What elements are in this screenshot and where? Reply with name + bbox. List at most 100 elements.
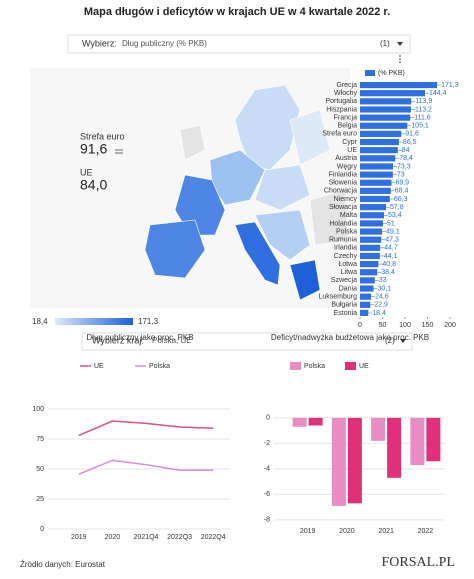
region [309, 189, 349, 246]
category-label: Węgry [337, 163, 358, 170]
category-label: Portugalia [325, 98, 357, 105]
dropdown-arrow[interactable] [400, 339, 406, 343]
bar [360, 130, 402, 137]
bar [360, 106, 411, 113]
value-label: 51 [387, 220, 395, 227]
value-label: 73,3 [397, 163, 411, 170]
bar [371, 417, 386, 441]
region [179, 124, 206, 161]
line [78, 420, 214, 437]
category-label: Belgia [338, 123, 358, 130]
category-label: Cypr [342, 139, 357, 146]
x-tick-label: 2022Q3 [167, 534, 192, 541]
equal-icon [115, 149, 123, 154]
category-label: Łotwa [338, 261, 357, 268]
value-label: 144,4 [429, 90, 447, 97]
y-tick-label: 0 [40, 526, 44, 533]
legend-label: Polska [149, 363, 170, 370]
bar [360, 228, 383, 235]
more-icon[interactable] [399, 55, 401, 63]
region [234, 221, 281, 286]
category-label: Francja [334, 114, 357, 121]
value-label: 66,3 [394, 196, 408, 203]
category-label: Estonia [334, 310, 357, 317]
y-tick-label: 100 [32, 406, 44, 413]
value-label: 57,8 [390, 204, 404, 211]
value-label: 84 [402, 147, 410, 154]
region [144, 219, 206, 279]
stat-label: UE [80, 167, 93, 177]
x-tick-label: 50 [379, 322, 387, 329]
map [30, 68, 350, 308]
selector-value: Dług publiczny (% PKB) [122, 39, 207, 48]
category-label: Holandia [329, 220, 357, 227]
bar [360, 195, 390, 203]
value-label: 111,6 [414, 114, 431, 121]
selector2[interactable]: Wybierz kraj: Polska, UE (2) [81, 332, 413, 351]
x-tick-label: 200 [444, 322, 456, 329]
dropdown-box[interactable] [67, 34, 411, 54]
legend-label: UE [94, 363, 104, 370]
region [289, 109, 331, 166]
value-label: 68,4 [395, 188, 409, 195]
x-tick-label: 2020 [105, 534, 121, 541]
bar [331, 417, 346, 506]
value-label: 91,6 [405, 131, 419, 138]
y-tick-label: 75 [36, 436, 44, 443]
value-label: 44,1 [384, 253, 398, 260]
bar [360, 163, 393, 170]
bar [360, 155, 396, 162]
bar [360, 98, 412, 105]
selector[interactable]: Wybierz: Dług publiczny (% PKB) (1) [67, 34, 411, 54]
stat-value: 91,6 [80, 141, 107, 157]
title: Mapa długów i deficytów w krajach UE w 4… [84, 6, 390, 18]
source: Źródło danych: Eurostat [20, 560, 106, 569]
bar [360, 220, 383, 227]
bar [360, 204, 387, 211]
dropdown-box[interactable] [81, 332, 413, 351]
category-label: Litwa [341, 269, 357, 276]
bar [360, 122, 408, 129]
value-label: 18,4 [372, 310, 386, 317]
y-tick-label: -2 [264, 440, 270, 447]
category-label: Austria [335, 155, 357, 162]
bar [360, 81, 438, 89]
region [254, 164, 311, 211]
value-label: 30,1 [378, 285, 392, 292]
map-legend-gradient [55, 318, 133, 325]
category-label: Słowenia [329, 180, 358, 187]
category-label: UE [347, 147, 357, 154]
value-label: 113,2 [415, 106, 432, 113]
map-legend-max: 171,3 [138, 317, 159, 326]
bar [360, 252, 380, 260]
selector-label: Wybierz kraj: [92, 335, 144, 345]
bar [360, 187, 391, 194]
value-label: 40,8 [382, 261, 396, 268]
value-label: 24,6 [375, 293, 389, 300]
stat-label: Strefa euro [80, 131, 125, 141]
category-label: Czechy [334, 253, 358, 260]
bar [426, 417, 441, 462]
dropdown-arrow[interactable] [397, 42, 403, 46]
x-tick-label: 2021Q4 [134, 534, 159, 541]
bar [360, 179, 392, 186]
y-tick-label: 0 [266, 415, 270, 422]
value-label: 113,9 [415, 98, 432, 105]
bar [360, 138, 399, 146]
bar [360, 261, 379, 268]
bar [360, 236, 382, 243]
category-label: Dania [339, 285, 357, 292]
x-tick-label: 2022 [418, 528, 434, 535]
value-label: 171,3 [441, 82, 459, 89]
bar [360, 293, 372, 300]
bar [360, 244, 381, 251]
value-label: 49,1 [386, 228, 400, 235]
value-label: 53,4 [388, 212, 402, 219]
bar [410, 417, 425, 466]
legend-swatch [290, 362, 301, 370]
category-label: Bułgaria [331, 302, 357, 309]
chart-title: Deficyt/nadwyżka budżetowa jako proc. PK… [271, 333, 429, 342]
stats: Strefa euro 91,6 UE 84,0 [80, 131, 125, 192]
x-tick-label: 2022Q4 [201, 534, 226, 541]
